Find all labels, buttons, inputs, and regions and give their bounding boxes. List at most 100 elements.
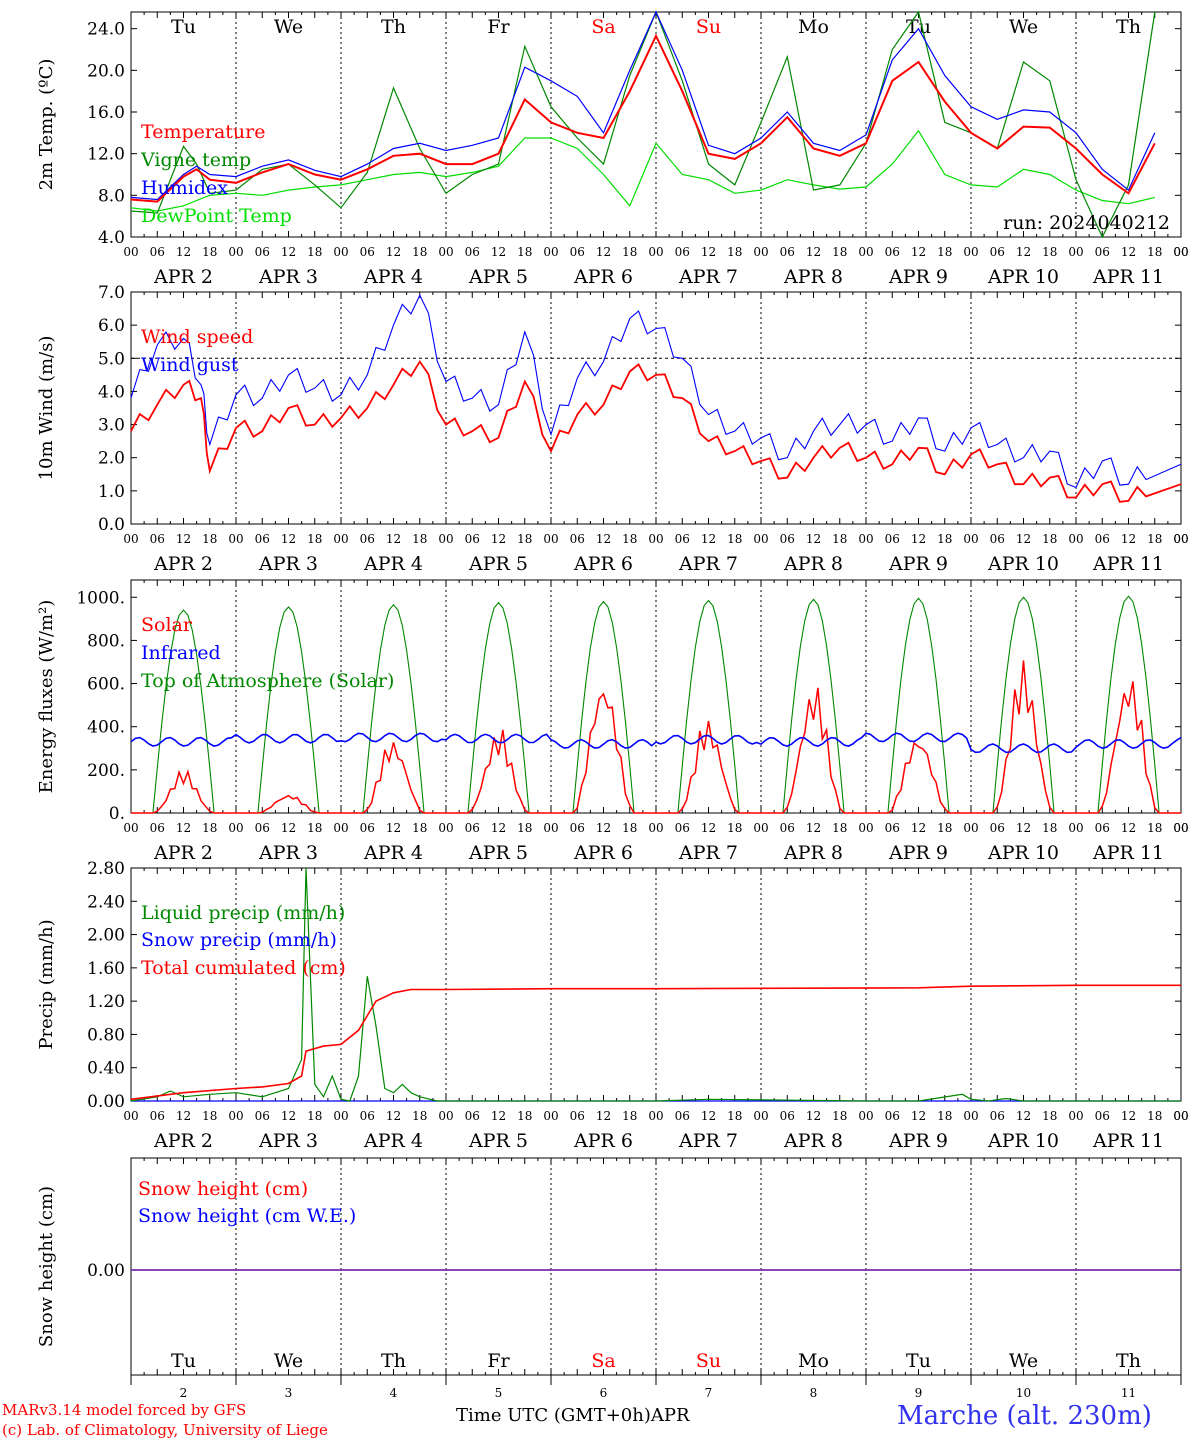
hour-tick-label: 12	[1016, 1109, 1031, 1123]
hour-tick-label: 00	[123, 1109, 138, 1123]
y-tick-label: 6.0	[98, 316, 125, 336]
hour-tick-label: 18	[412, 821, 427, 835]
hour-tick-label: 18	[1147, 821, 1162, 835]
hour-tick-label: 00	[753, 245, 768, 259]
hour-tick-label: 12	[386, 532, 401, 546]
hour-tick-label: 00	[1068, 821, 1083, 835]
hour-tick-label: 12	[176, 245, 191, 259]
hour-tick-label: 00	[1068, 1109, 1083, 1123]
weekday-label: Sa	[591, 1350, 615, 1372]
hour-tick-label: 06	[255, 1109, 270, 1123]
date-label: APR 11	[1092, 266, 1164, 288]
hour-tick-label: 12	[176, 1109, 191, 1123]
y-tick-label: 2.0	[98, 449, 125, 469]
hour-tick-label: 00	[1173, 1109, 1188, 1123]
hour-tick-label: 00	[543, 1109, 558, 1123]
hour-tick-label: 00	[1068, 245, 1083, 259]
date-label: APR 4	[363, 266, 423, 288]
y-tick-label: 0.	[109, 804, 125, 824]
y-tick-label: 24.0	[87, 20, 125, 40]
day-number-label: 8	[810, 1386, 818, 1400]
hour-tick-label: 12	[1121, 532, 1136, 546]
date-label: APR 10	[987, 1130, 1059, 1152]
y-tick-label: 1.0	[98, 482, 125, 502]
hour-tick-label: 18	[307, 821, 322, 835]
legend-item: Vigne temp	[140, 149, 251, 171]
legend-item: Total cumulated (cm)	[141, 957, 346, 979]
hour-tick-label: 00	[1173, 532, 1188, 546]
hour-tick-label: 06	[150, 1109, 165, 1123]
hour-tick-label: 18	[307, 532, 322, 546]
y-tick-label: 0.00	[87, 1092, 125, 1112]
hour-tick-label: 18	[1147, 245, 1162, 259]
day-number-label: 4	[390, 1386, 398, 1400]
weekday-label: Tu	[906, 16, 931, 38]
date-label: APR 8	[783, 842, 843, 864]
hour-tick-label: 18	[937, 821, 952, 835]
hour-tick-label: 18	[1147, 1109, 1162, 1123]
hour-tick-label: 00	[648, 1109, 663, 1123]
hour-tick-label: 00	[438, 245, 453, 259]
panel-1: 4.0 8.0 12.0 16.0 20.0 24.0 2m Temp. (ºC) Tu We T…	[36, 10, 1182, 248]
date-label: APR 6	[573, 266, 633, 288]
hour-tick-label: 12	[596, 532, 611, 546]
hour-tick-label: 06	[570, 821, 585, 835]
hour-tick-label: 00	[753, 532, 768, 546]
hour-tick-label: 18	[622, 245, 637, 259]
y-tick-label: 8.0	[98, 186, 125, 206]
hour-tick-label: 06	[675, 532, 690, 546]
hour-tick-label: 12	[911, 245, 926, 259]
hour-tick-label: 00	[543, 245, 558, 259]
hour-tick-label: 06	[150, 532, 165, 546]
legend-item: Snow height (cm W.E.)	[138, 1205, 356, 1227]
hour-tick-label: 06	[1095, 821, 1110, 835]
hour-tick-label: 06	[780, 245, 795, 259]
y-tick-label: 2.80	[87, 859, 125, 879]
weekday-label: Fr	[487, 16, 510, 38]
hour-tick-label: 06	[780, 1109, 795, 1123]
date-label: APR 10	[987, 266, 1059, 288]
hour-tick-label: 00	[753, 1109, 768, 1123]
weekday-label: Th	[1116, 16, 1141, 38]
y-tick-label: 1000.	[76, 588, 125, 608]
hour-tick-label: 12	[281, 1109, 296, 1123]
hour-tick-label: 12	[1121, 821, 1136, 835]
hour-tick-label: 00	[438, 532, 453, 546]
weekday-label: Tu	[171, 1350, 196, 1372]
hour-tick-label: 18	[1042, 1109, 1057, 1123]
legend-item: Solar	[141, 614, 193, 636]
weekday-label: Mo	[798, 1350, 829, 1372]
y-axis-label: Snow height (cm)	[36, 1186, 57, 1347]
legend-item: Wind gust	[141, 354, 239, 376]
weekday-label: Sa	[591, 16, 615, 38]
hour-tick-label: 18	[622, 532, 637, 546]
date-labels: APR 2 APR 3 APR 4 APR 5 APR 6 APR 7 APR 8 APR 9…	[153, 842, 1164, 864]
y-tick-label: 4.0	[98, 382, 125, 402]
hour-tick-label: 00	[333, 821, 348, 835]
hour-tick-label: 00	[1173, 1109, 1188, 1123]
series-line	[130, 867, 1181, 1102]
hour-tick-label: 06	[675, 821, 690, 835]
hour-tick-label: 18	[202, 532, 217, 546]
y-tick-label: 2.00	[87, 926, 125, 946]
hour-tick-label: 00	[123, 245, 138, 259]
day-number-label: 3	[285, 1386, 293, 1400]
date-label: APR 2	[153, 1130, 213, 1152]
hour-tick-label: 00	[1173, 532, 1188, 546]
y-tick-label: 200.	[87, 761, 125, 781]
hour-tick-label: 12	[176, 821, 191, 835]
hour-tick-label: 06	[780, 821, 795, 835]
hour-tick-label: 18	[307, 1109, 322, 1123]
hour-tick-label: 06	[885, 532, 900, 546]
hour-tick-label: 06	[780, 532, 795, 546]
hour-tick-label: 06	[465, 245, 480, 259]
month-label: APR	[650, 1405, 690, 1426]
hour-tick-label: 00	[1173, 245, 1188, 259]
hour-tick-label: 12	[596, 245, 611, 259]
station-label: Marche (alt. 230m)	[897, 1401, 1152, 1431]
series-line	[130, 10, 1156, 239]
hour-tick-label: 00	[648, 532, 663, 546]
hour-tick-label: 12	[1016, 532, 1031, 546]
series-line	[130, 984, 1181, 1101]
